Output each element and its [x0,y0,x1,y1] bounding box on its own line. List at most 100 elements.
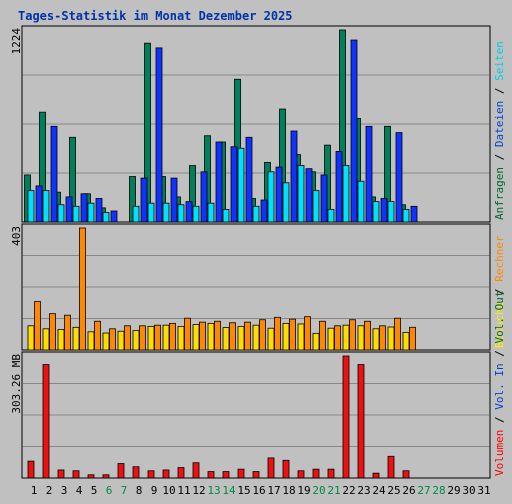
x-tick-label: 3 [61,484,68,497]
y-max-label: 1224 [10,28,23,55]
bar [42,364,50,479]
x-tick-label: 30 [462,484,475,497]
bar [357,364,365,479]
legend-entry: Rechner [493,235,506,282]
x-tick-label: 23 [357,484,370,497]
bar [177,204,185,223]
bar [305,168,313,223]
bar [147,470,155,479]
x-tick-label: 7 [121,484,128,497]
bar [109,328,116,351]
bar [162,202,170,223]
x-tick-label: 12 [192,484,205,497]
bar [372,472,380,479]
series-anfragen [24,29,406,223]
bar [117,463,125,479]
x-tick-label: 6 [106,484,113,497]
x-tick-label: 31 [477,484,490,497]
bar [117,330,125,351]
bar [57,329,65,351]
bar [155,47,163,223]
bar [199,321,206,351]
bar [297,470,305,479]
legend-entry: Besuche [493,302,506,348]
bar [339,29,346,223]
x-tick-label: 9 [151,484,158,497]
bar [342,324,350,351]
bar [169,322,176,351]
bar [282,182,290,223]
bar [177,467,185,479]
bar [282,459,290,479]
legend-entry: Dateien [493,101,506,147]
bar [365,125,373,223]
bar [162,324,170,351]
bar [57,204,65,223]
bar [274,316,281,351]
bar [350,39,358,223]
legend: Anfragen / Dateien / Seiten [493,41,506,220]
bar [162,469,170,479]
bar [34,301,41,351]
x-tick-label: 27 [417,484,430,497]
bar [312,190,320,223]
bar [39,111,46,223]
bar [394,317,401,351]
bar [79,227,86,351]
bar [42,190,50,223]
bar [267,171,275,223]
bar [27,460,35,479]
bar [87,331,95,351]
bar [387,326,395,351]
bar [349,319,356,351]
bar [387,455,395,479]
bar [252,471,260,479]
x-tick-label: 25 [387,484,400,497]
bar [69,136,76,223]
bar [372,201,380,223]
bar [42,328,50,351]
legend-entry: / [493,410,506,430]
x-tick-label: 28 [432,484,445,497]
bar [192,324,200,351]
x-tick-label: 22 [342,484,355,497]
bar [192,205,200,223]
bar [189,165,196,223]
bar [170,177,178,223]
series-besuche [27,322,410,351]
bar [237,468,245,479]
x-tick-label: 8 [136,484,143,497]
legend-entry: / [493,81,506,101]
bar [372,328,380,351]
bar [147,202,155,223]
legend: Besuche / Rechner [493,235,506,348]
x-tick-label: 18 [282,484,295,497]
bar [342,355,350,479]
bar [87,474,95,479]
bar [139,325,146,351]
bar [184,317,191,351]
x-tick-label: 20 [312,484,325,497]
x-tick-label: 14 [222,484,236,497]
x-tick-label: 15 [237,484,250,497]
x-tick-label: 2 [46,484,53,497]
bar [124,325,131,351]
bar [65,196,73,223]
bar [320,174,328,223]
bar [132,330,140,351]
bar [222,471,230,479]
y-max-label: 403 [10,226,23,246]
bar [402,332,410,351]
legend-entry: Vol. Out [493,291,506,344]
bar [72,205,80,223]
bar [237,325,245,351]
bar [312,332,320,351]
x-tick-label: 11 [177,484,190,497]
bar [147,325,155,351]
bar [110,210,118,223]
legend-entry: Seiten [493,41,506,81]
bar [267,327,275,351]
legend-entry: Volumen [493,430,506,476]
x-tick-label: 13 [207,484,220,497]
